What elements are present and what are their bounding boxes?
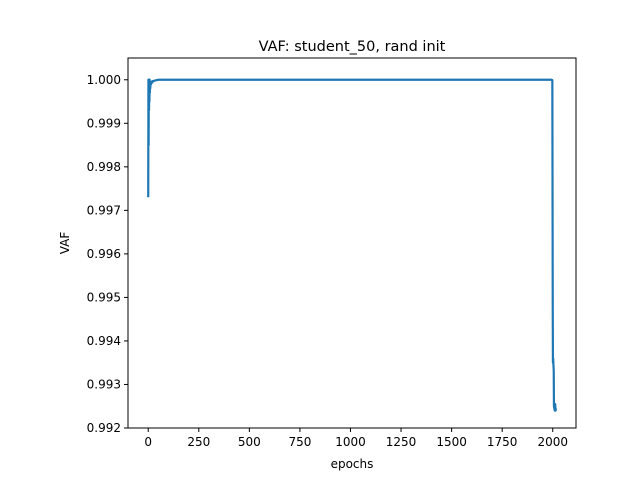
y-tick-label: 0.996 — [87, 247, 121, 261]
y-axis: 0.992 0.993 0.994 0.995 0.996 0.997 0.998 0.999… — [87, 73, 128, 435]
x-tick-label: 1500 — [436, 435, 467, 449]
plot-frame — [127, 57, 577, 429]
y-axis-label: VAF — [58, 232, 72, 255]
x-tick-label: 2000 — [537, 435, 568, 449]
x-tick-label: 1000 — [335, 435, 366, 449]
x-tick-label: 250 — [187, 435, 210, 449]
plot-area — [147, 78, 558, 412]
x-tick-label: 1250 — [386, 435, 417, 449]
y-tick-label: 0.998 — [87, 160, 121, 174]
x-tick-label: 500 — [238, 435, 261, 449]
x-axis-label: epochs — [331, 457, 374, 471]
series-line-0 — [147, 78, 558, 412]
y-tick-label: 0.994 — [87, 334, 121, 348]
chart-title: VAF: student_50, rand init — [259, 39, 446, 55]
y-tick-label: 0.999 — [87, 116, 121, 130]
x-axis: 0 250 500 750 1000 1250 1500 1750 2000 — [144, 428, 568, 449]
y-tick-label: 0.992 — [87, 421, 121, 435]
y-tick-label: 0.997 — [87, 203, 121, 217]
y-tick-label: 0.995 — [87, 290, 121, 304]
x-tick-label: 1750 — [487, 435, 518, 449]
y-tick-label: 0.993 — [87, 377, 121, 391]
x-tick-label: 750 — [288, 435, 311, 449]
x-tick-label: 0 — [144, 435, 152, 449]
y-tick-label: 1.000 — [87, 73, 121, 87]
